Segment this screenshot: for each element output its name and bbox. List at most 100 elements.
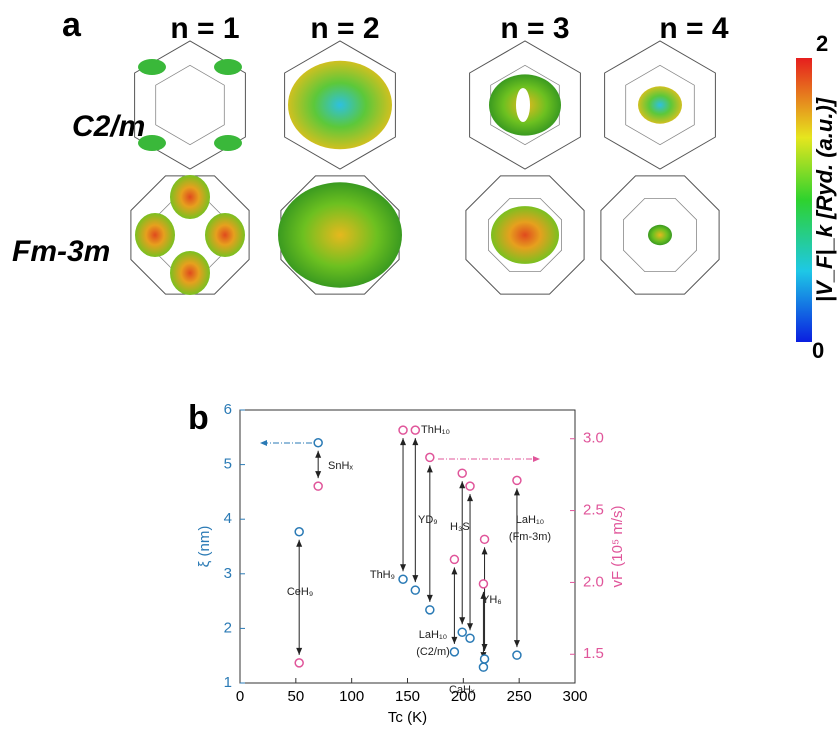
brillouin-zone <box>156 65 225 144</box>
data-point <box>295 659 303 667</box>
annotation: ThH₁₀ <box>421 424 450 436</box>
pair-arrow-head <box>482 547 488 554</box>
panel-label: b <box>188 399 209 437</box>
pair-arrow-head <box>427 465 433 472</box>
y-axis-label: ξ (nm) <box>196 526 213 568</box>
x-tick-label: 100 <box>339 688 364 705</box>
y-tick-label: 6 <box>224 401 232 418</box>
annotation: SnHₓ <box>328 460 353 472</box>
annotation: ThH₉ <box>370 569 395 581</box>
data-point <box>411 586 419 594</box>
x-axis-label: Tc (K) <box>388 709 427 726</box>
fermi-pocket <box>135 213 175 257</box>
fermi-pocket <box>170 175 210 219</box>
y-tick-label: 4 <box>224 510 232 527</box>
fermi-surface <box>278 182 402 287</box>
fermi-pocket <box>138 59 166 75</box>
pair-arrow-head <box>451 637 457 644</box>
data-point <box>479 663 487 671</box>
data-point <box>426 606 434 614</box>
data-point <box>295 528 303 536</box>
column-label: n = 2 <box>310 12 379 45</box>
fermi-pocket <box>170 251 210 295</box>
fermi-pocket <box>138 135 166 151</box>
fermi-pocket <box>205 213 245 257</box>
fermi-surfaces <box>131 41 719 295</box>
colorbar-min: 0 <box>812 338 824 363</box>
panel-label: a <box>62 6 82 44</box>
x-tick-label: 0 <box>236 688 244 705</box>
pair-arrow-head <box>412 575 418 582</box>
annotation: LaH₁₀ <box>419 629 447 641</box>
pair-arrow-head <box>451 567 457 574</box>
y-tick-label: 2 <box>224 619 232 636</box>
pair-arrow-head <box>514 640 520 647</box>
row-label: Fm-3m <box>12 235 110 268</box>
data-point <box>399 426 407 434</box>
pair-arrow-head <box>459 617 465 624</box>
pair-arrow-head <box>315 451 321 458</box>
fermi-pocket <box>214 135 242 151</box>
axis-guide-head <box>533 456 540 462</box>
x-tick-label: 150 <box>395 688 420 705</box>
pair-arrow-head <box>400 438 406 445</box>
annotation: YH₆ <box>482 594 502 606</box>
colorbar-max: 2 <box>816 31 828 56</box>
pair-arrow-head <box>412 438 418 445</box>
x-tick-label: 250 <box>507 688 532 705</box>
fermi-surface <box>638 86 682 123</box>
colorbar <box>796 58 812 342</box>
pair-arrow-head <box>514 488 520 495</box>
fermi-surface <box>288 61 392 149</box>
annotation: CaHₓ <box>449 684 475 696</box>
data-point <box>513 651 521 659</box>
data-point <box>450 648 458 656</box>
data-point <box>411 426 419 434</box>
data-point <box>466 634 474 642</box>
annotation: CeH₉ <box>287 586 313 598</box>
colorbar-label: |V_F|_k [Ryd. (a.u.)] <box>812 97 837 302</box>
fermi-surface <box>491 206 559 264</box>
data-point <box>513 476 521 484</box>
pair-arrow-head <box>427 595 433 602</box>
annotation: YD₉ <box>418 514 438 526</box>
pair-arrow-head <box>467 623 473 630</box>
annotation: (C2/m) <box>416 646 450 658</box>
data-point <box>314 482 322 490</box>
x-tick-label: 50 <box>287 688 304 705</box>
annotation: H₃S <box>450 521 470 533</box>
pair-arrow-head <box>296 648 302 655</box>
column-label: n = 1 <box>170 12 239 45</box>
data-point <box>479 580 487 588</box>
data-point <box>466 482 474 490</box>
y2-tick-label: 2.0 <box>583 573 604 590</box>
data-point <box>426 453 434 461</box>
y-tick-label: 5 <box>224 456 232 473</box>
data-point <box>450 555 458 563</box>
y2-axis-label: vF (10⁵ m/s) <box>609 505 626 587</box>
annotation: (Fm-3m) <box>509 531 551 543</box>
data-point <box>458 469 466 477</box>
fermi-hole <box>516 88 530 122</box>
pair-arrow-head <box>482 644 488 651</box>
column-label: n = 3 <box>500 12 569 45</box>
y2-tick-label: 1.5 <box>583 645 604 662</box>
data-point <box>458 628 466 636</box>
annotation: LaH₁₀ <box>516 514 544 526</box>
data-point <box>481 535 489 543</box>
pair-arrow-head <box>467 494 473 501</box>
fermi-surface <box>648 225 672 245</box>
fermi-pocket <box>214 59 242 75</box>
y-tick-label: 3 <box>224 565 232 582</box>
data-point <box>314 439 322 447</box>
data-point <box>399 575 407 583</box>
figure: a n = 1 n = 2 n = 3 n = 4 C2/m Fm-3m 2 0… <box>0 0 840 731</box>
pair-arrow-head <box>315 471 321 478</box>
data-point <box>481 655 489 663</box>
y-tick-label: 1 <box>224 674 232 691</box>
axis-guide-head <box>260 440 267 446</box>
x-tick-label: 300 <box>562 688 587 705</box>
pair-arrow-head <box>459 481 465 488</box>
pair-arrow-head <box>400 564 406 571</box>
y2-tick-label: 3.0 <box>583 430 604 447</box>
